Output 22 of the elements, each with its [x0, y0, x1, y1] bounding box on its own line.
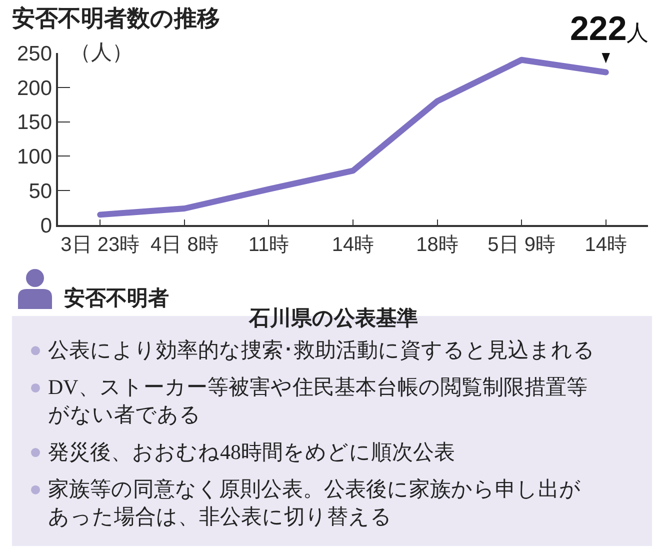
y-tick-label: 100: [17, 146, 52, 169]
text: DV、ストーカー等被害や住民基本台帳の閲覧制限措置等がない者である: [48, 375, 588, 426]
y-axis-title: （人）: [70, 41, 133, 64]
x-tick-label: 5日 9時: [488, 234, 556, 256]
x-tick-label: 18時: [416, 234, 458, 256]
y-tick-label: 250: [17, 42, 52, 66]
x-tick-label: 3日 23時: [60, 234, 140, 256]
x-tick-label: 11時: [248, 234, 290, 256]
text: 公表により効率的な捜索･救助活動に資すると見込まれる: [48, 338, 595, 362]
data-label: 222人: [570, 10, 649, 48]
text: 家族等の同意なく原則公表。公表後に家族から申し出があった場合は、非公表に切り替える: [48, 477, 581, 528]
y-tick-label: 200: [17, 76, 52, 100]
chart-title: 安否不明者数の推移: [12, 5, 220, 31]
text: 石川県の公表基準: [248, 307, 418, 330]
text: 発災後、おおむね48時間をめどに順次公表: [48, 440, 455, 464]
x-tick-label: 14時: [584, 234, 627, 256]
x-tick-label: 14時: [332, 234, 374, 256]
y-tick-label: 50: [28, 180, 52, 203]
text: 安否不明者: [64, 286, 169, 310]
x-tick-label: 4日 8時: [150, 234, 218, 256]
y-tick-label: 150: [17, 111, 52, 134]
y-tick-label: 0: [40, 214, 52, 238]
